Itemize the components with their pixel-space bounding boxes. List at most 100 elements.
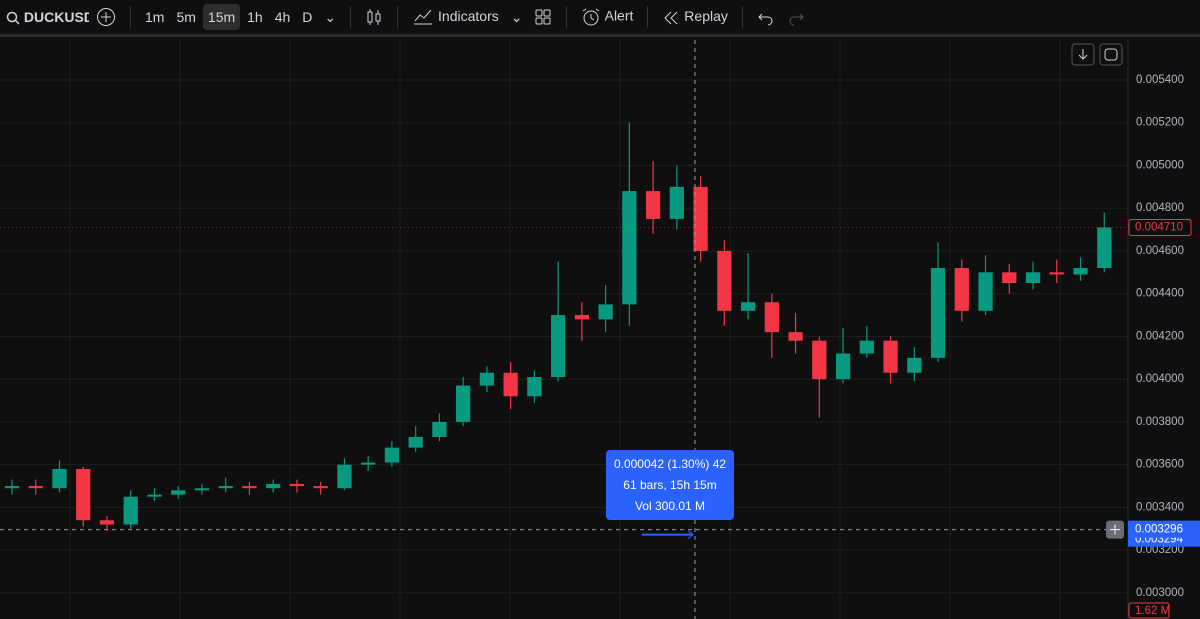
redo-icon xyxy=(789,13,804,26)
toolbar: DUCKUSD 1m 5m 15m 1h 4h D ⌄ Indicators ⌄ Aler… xyxy=(0,0,1200,37)
candle-body xyxy=(242,486,257,489)
y-tick-label: 0.004400 xyxy=(1136,288,1184,300)
indicators-icon xyxy=(414,9,433,25)
candle-body xyxy=(598,304,613,320)
alarm-icon xyxy=(583,8,600,26)
y-tick-label: 0.004000 xyxy=(1136,373,1184,385)
candle-icon xyxy=(367,9,381,25)
undo-button[interactable] xyxy=(752,3,780,30)
grid-icon xyxy=(535,9,551,25)
candle-body xyxy=(1073,268,1088,275)
candle-body xyxy=(622,191,637,305)
candle-body xyxy=(764,302,779,333)
candle-body xyxy=(907,357,922,373)
chart-type-button[interactable] xyxy=(360,2,388,32)
symbol: DUCKUSD xyxy=(23,8,89,25)
candle-body xyxy=(930,268,946,358)
candle-body xyxy=(954,268,969,311)
y-tick-label: 0.005400 xyxy=(1136,74,1184,86)
candle-body xyxy=(551,315,566,378)
timeframes: 1m 5m 15m 1h 4h D xyxy=(139,4,318,30)
measure-text: 0.000042 (1.30%) 42 xyxy=(614,457,726,471)
candle-body xyxy=(194,488,210,491)
reset-button xyxy=(1099,43,1123,66)
separator xyxy=(397,6,399,28)
timeframe-button[interactable]: 15m xyxy=(202,4,241,30)
candle-body xyxy=(28,486,43,489)
candle-body xyxy=(171,490,186,495)
replay-label: Replay xyxy=(684,8,728,25)
y-tick-label: 0.003600 xyxy=(1136,459,1184,471)
down-icon[interactable] xyxy=(1078,49,1088,60)
candle-body xyxy=(52,468,67,489)
separator xyxy=(566,6,568,28)
candle-body xyxy=(1097,227,1112,269)
redo-button[interactable] xyxy=(782,3,810,30)
candle-body xyxy=(123,496,138,525)
indicators-label: Indicators xyxy=(438,7,499,24)
candle-body xyxy=(717,250,732,311)
timeframe-button[interactable]: 1m xyxy=(145,9,165,25)
add-icon xyxy=(1110,524,1120,535)
separator xyxy=(741,6,743,28)
alert-label: Alert xyxy=(604,7,634,24)
timeframe-button[interactable]: 4h xyxy=(274,9,291,25)
plus-icon xyxy=(97,8,115,26)
candle-body xyxy=(408,436,423,448)
candle-body xyxy=(76,468,91,521)
alert-button[interactable]: Alert xyxy=(576,2,638,32)
measure-tooltip xyxy=(606,450,734,520)
separator xyxy=(350,6,352,28)
search-icon xyxy=(6,11,20,25)
candle-body xyxy=(289,483,305,487)
y-tick-label: 0.003800 xyxy=(1136,416,1184,428)
candle-body xyxy=(1025,272,1041,284)
layout-button[interactable] xyxy=(529,3,557,31)
timeframe-button[interactable]: D xyxy=(302,9,313,25)
y-tick-label: 0.004200 xyxy=(1136,330,1184,342)
candle-body xyxy=(835,353,851,380)
y-tick-label: 0.003200 xyxy=(1136,544,1184,556)
candle-body xyxy=(859,340,874,354)
y-tick-label: 0.005000 xyxy=(1136,159,1184,171)
indicators-button[interactable]: Indicators xyxy=(407,3,504,31)
candle-body xyxy=(147,494,162,497)
chart: 0.005400 0.005200 0.005000 0.004800 0.004600… xyxy=(0,40,1200,619)
separator xyxy=(647,6,649,28)
candle-body xyxy=(669,186,684,219)
measure-arrowhead xyxy=(687,530,694,540)
volume-badge xyxy=(1128,602,1170,619)
replay-button[interactable]: Replay xyxy=(657,3,732,30)
candle-body xyxy=(740,302,756,311)
candle-body xyxy=(693,186,708,251)
y-tick-label: 0.003400 xyxy=(1136,501,1184,513)
last-price-badge xyxy=(1128,218,1192,236)
candle-body xyxy=(266,483,281,489)
indicators-menu[interactable]: ⌄ xyxy=(510,8,523,25)
candle-body xyxy=(313,486,328,489)
candle-body xyxy=(645,191,661,219)
crosshair-label: 0.003296 xyxy=(1135,524,1183,536)
candle-body xyxy=(527,377,542,397)
crosshair-badge xyxy=(1128,520,1200,538)
timeframe-button[interactable]: 1h xyxy=(247,9,263,25)
candle-body xyxy=(384,447,400,463)
volume-label: 1.62 M xyxy=(1135,605,1170,617)
last-price-label: 0.004710 xyxy=(1135,221,1183,233)
measure-text: 61 bars, 15h 15m xyxy=(623,478,716,492)
compare-button[interactable] xyxy=(91,2,121,32)
y-tick-label: 0.004600 xyxy=(1136,245,1184,257)
y-tick-label: 0.005200 xyxy=(1136,117,1184,129)
timeframe-menu[interactable]: ⌄ xyxy=(324,8,337,25)
undo-icon xyxy=(758,13,773,26)
candle-body xyxy=(218,486,233,489)
candle-body xyxy=(1049,272,1064,275)
candle-body xyxy=(361,462,376,465)
timeframe-button[interactable]: 5m xyxy=(176,9,196,25)
candle-body xyxy=(99,520,115,525)
reset-icon xyxy=(1104,48,1118,61)
symbol-search[interactable]: DUCKUSD xyxy=(1,4,89,30)
candle-body xyxy=(574,315,589,320)
candle-body xyxy=(479,372,495,386)
